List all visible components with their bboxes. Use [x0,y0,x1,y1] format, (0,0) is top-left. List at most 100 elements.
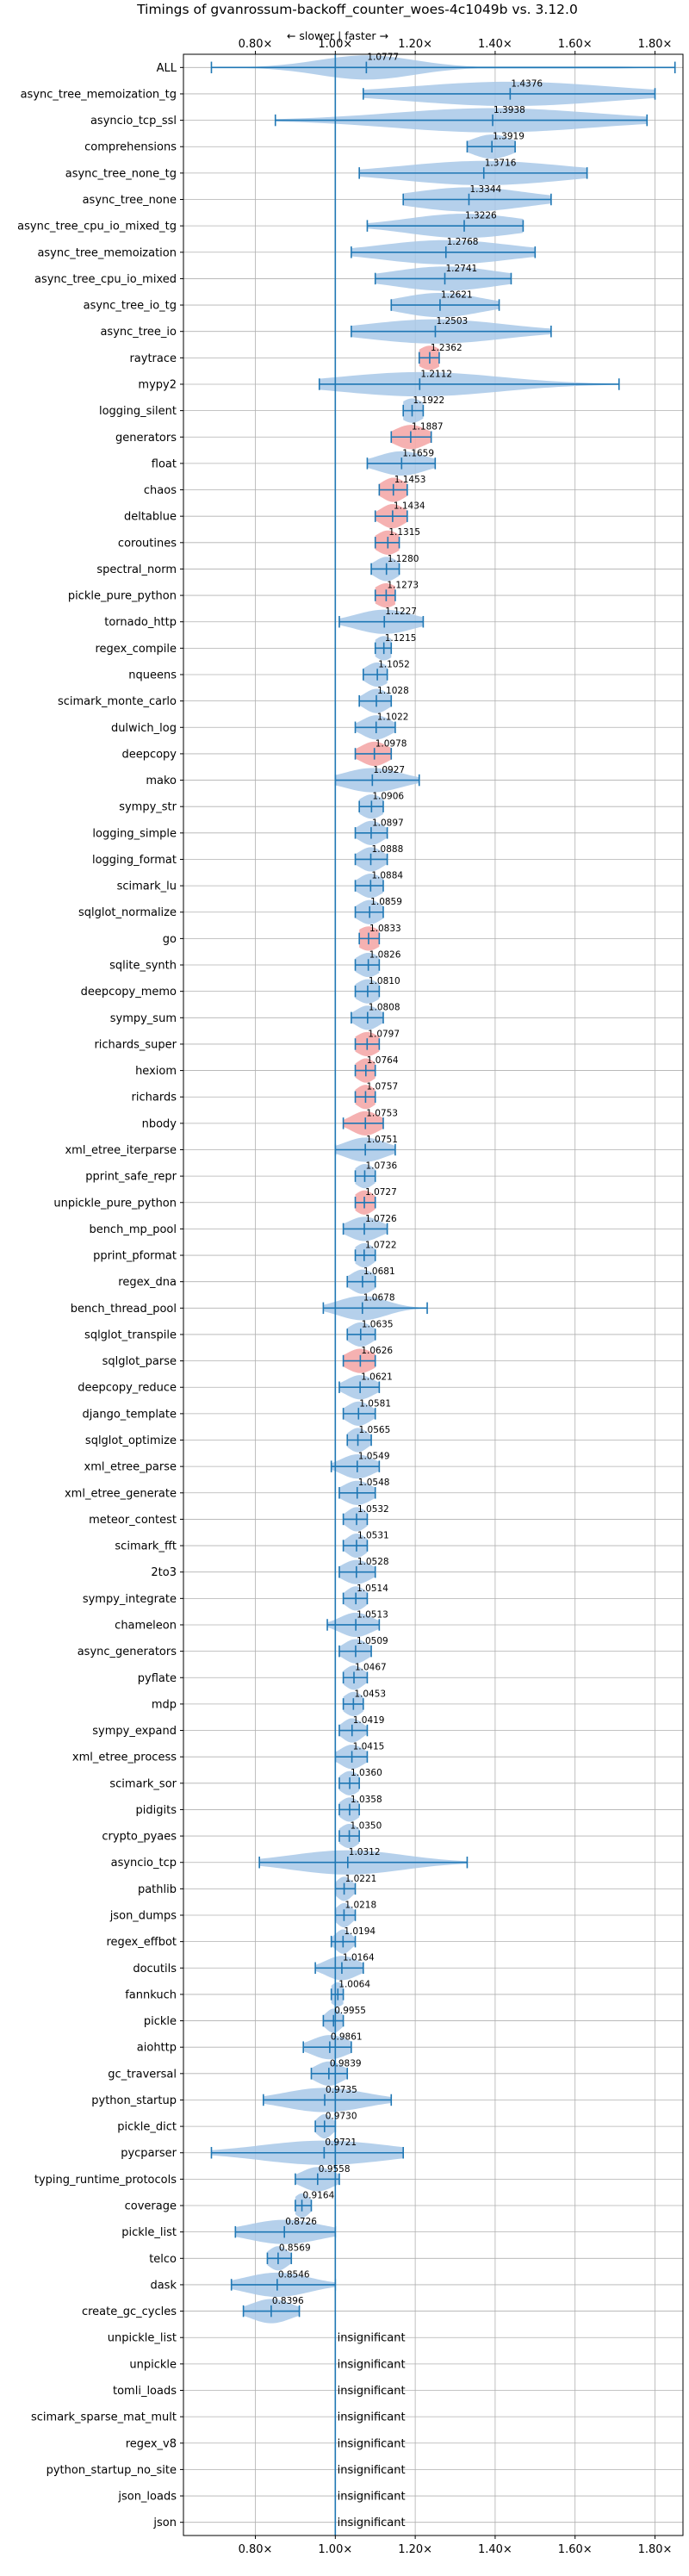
value-label-sympy-str: 1.0906 [372,792,404,802]
value-label-crypto-pyaes: 1.0350 [351,1821,382,1832]
value-label-aiohttp: 0.9861 [331,2032,363,2043]
category-label-sympy-integrate: sympy_integrate [83,1593,177,1606]
category-label-sqlglot-transpile: sqlglot_transpile [84,1328,177,1341]
value-label-float: 1.1659 [402,448,434,458]
value-label-pprint-safe-repr: 1.0736 [365,1161,397,1172]
category-label-float: float [152,457,177,470]
category-label-regex-effbot: regex_effbot [106,1936,177,1949]
category-label-pycparser: pycparser [121,2147,177,2160]
category-label-deepcopy-reduce: deepcopy_reduce [78,1382,177,1395]
category-label-regex-dna: regex_dna [118,1276,177,1289]
value-label-generators: 1.1887 [412,422,444,432]
value-label-spectral-norm: 1.1280 [388,554,419,564]
violins [210,54,676,2536]
category-label-asyncio-tcp: asyncio_tcp [111,1857,177,1870]
category-label-pprint-pformat: pprint_pformat [93,1250,177,1263]
value-label-mypy2: 1.2112 [420,369,452,379]
category-label-spectral-norm: spectral_norm [96,563,177,576]
category-label-coverage: coverage [125,2200,177,2213]
category-label-coroutines: coroutines [118,537,177,550]
value-label-asyncio-tcp-ssl: 1.3938 [493,105,525,115]
value-label-async-tree-none: 1.3344 [469,184,501,195]
value-label-async-tree-cpu-io-mixed-tg: 1.3226 [465,211,497,221]
labels: ALL 1.0777 async_tree_memoization_tg 1.4376… [17,53,543,2529]
value-label-logging-simple: 1.0897 [372,818,404,828]
category-label-tomli-loads: tomli_loads [113,2385,177,2398]
category-label-richards-super: richards_super [94,1038,177,1051]
value-label-logging-silent: 1.1922 [413,395,445,406]
category-label-hexiom: hexiom [135,1065,177,1078]
value-label-async-tree-io: 1.2503 [436,316,468,327]
x-tick-label-top: 1.20× [398,38,432,51]
value-label-bench-thread-pool: 1.0678 [363,1293,395,1304]
value-label-deepcopy-memo: 1.0810 [369,976,400,986]
category-label-mdp: mdp [152,1698,177,1711]
category-label-nbody: nbody [142,1117,177,1130]
category-label-dask: dask [150,2279,177,2292]
value-label-gc-traversal: 0.9839 [330,2058,362,2069]
category-label-xml-etree-generate: xml_etree_generate [65,1487,177,1500]
category-label-scimark-sor: scimark_sor [109,1777,177,1790]
category-label-django-template: django_template [83,1408,177,1421]
category-label-pickle-dict: pickle_dict [117,2121,177,2134]
value-label-sympy-integrate: 1.0514 [357,1584,388,1594]
category-label-chameleon: chameleon [115,1619,177,1632]
value-label-dask: 0.8546 [278,2269,310,2280]
category-label-pathlib: pathlib [138,1883,177,1896]
value-label-unpickle-pure-python: 1.0727 [365,1187,397,1198]
category-label-logging-silent: logging_silent [99,405,177,418]
value-label-richards: 1.0757 [366,1082,398,1092]
value-label-deepcopy: 1.0978 [376,738,407,749]
category-label-pidigits: pidigits [136,1804,177,1817]
category-label-async-tree-cpu-io-mixed: async_tree_cpu_io_mixed [34,273,177,286]
category-label-2to3: 2to3 [151,1566,177,1579]
category-label-asyncio-tcp-ssl: asyncio_tcp_ssl [90,115,177,128]
category-label-generators: generators [115,432,177,445]
category-label-fannkuch: fannkuch [125,1988,177,2001]
value-label-sqlite-synth: 1.0826 [369,949,401,960]
category-label-bench-thread-pool: bench_thread_pool [71,1303,177,1316]
category-label-python-startup-no-site: python_startup_no_site [47,2464,177,2477]
category-label-xml-etree-parse: xml_etree_parse [84,1461,177,1474]
x-tick-label-bottom: 0.80× [239,2543,273,2556]
value-label-coroutines: 1.1315 [388,527,420,538]
category-label-all: ALL [157,62,177,75]
category-label-logging-simple: logging_simple [92,827,177,840]
category-label-sqlglot-parse: sqlglot_parse [102,1355,177,1368]
value-label-async-tree-none-tg: 1.3716 [485,158,517,168]
category-label-regex-v8: regex_v8 [126,2437,177,2450]
category-label-async-tree-io: async_tree_io [100,326,177,339]
category-label-async-tree-memoization-tg: async_tree_memoization_tg [21,88,177,101]
category-label-unpickle-pure-python: unpickle_pure_python [53,1197,177,1210]
value-label-scimark-monte-carlo: 1.1028 [377,686,409,696]
category-label-crypto-pyaes: crypto_pyaes [102,1831,177,1844]
value-label-regex-effbot: 1.0194 [344,1926,376,1937]
category-label-async-tree-none: async_tree_none [83,194,177,207]
x-tick-label-bottom: 1.20× [398,2543,432,2556]
category-label-python-startup: python_startup [91,2094,177,2107]
value-label-sqlglot-optimize: 1.0565 [359,1425,391,1435]
value-label-raytrace: 1.2362 [431,343,462,353]
category-label-async-generators: async_generators [78,1646,177,1658]
value-label-sqlglot-normalize: 1.0859 [370,897,402,907]
x-axis-bottom: 0.80× 1.00× 1.20× 1.40× 1.60× 1.80× [239,2536,672,2556]
category-label-scimark-sparse-mat-mult: scimark_sparse_mat_mult [31,2411,177,2424]
value-label-scimark-fft: 1.0531 [357,1530,389,1540]
x-tick-label-top: 1.80× [638,38,673,51]
x-tick-label-top: 1.00× [318,38,352,51]
value-label-sqlglot-transpile: 1.0635 [362,1319,394,1329]
value-label-pickle-pure-python: 1.1273 [387,581,419,591]
direction-label: ← slower | faster → [287,29,388,42]
category-label-dulwich-log: dulwich_log [111,722,177,735]
value-label-2to3: 1.0528 [357,1557,389,1567]
value-label-scimark-sor: 1.0360 [351,1768,382,1778]
x-axis-top: 0.80× 1.00× 1.20× 1.40× 1.60× 1.80× [239,38,673,54]
category-label-telco: telco [149,2253,177,2266]
category-label-json-dumps: json_dumps [109,1910,177,1923]
category-label-chaos: chaos [144,484,177,497]
category-label-scimark-monte-carlo: scimark_monte_carlo [58,695,177,708]
value-label-hexiom: 1.0764 [367,1055,399,1066]
category-label-sqlite-synth: sqlite_synth [109,960,177,973]
category-label-deepcopy: deepcopy [121,748,177,761]
x-tick-label-bottom: 1.40× [478,2543,512,2556]
